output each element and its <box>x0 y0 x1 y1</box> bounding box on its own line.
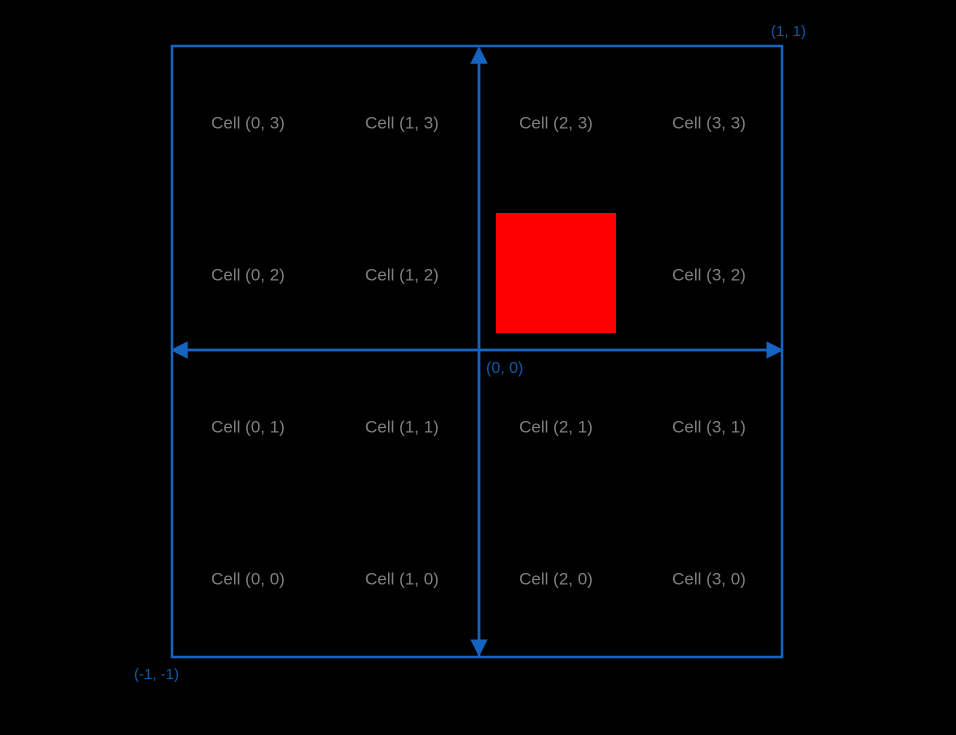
cell-label-2-3: Cell (2, 3) <box>519 113 593 132</box>
cell-label-0-0: Cell (0, 0) <box>211 569 285 588</box>
cell-label-1-1: Cell (1, 1) <box>365 417 439 436</box>
coord-label-top-right: (1, 1) <box>771 23 806 40</box>
cell-label-0-3: Cell (0, 3) <box>211 113 285 132</box>
cell-label-1-0: Cell (1, 0) <box>365 569 439 588</box>
cell-label-3-1: Cell (3, 1) <box>672 417 746 436</box>
red-square <box>496 213 616 333</box>
cell-label-0-1: Cell (0, 1) <box>211 417 285 436</box>
coord-label-origin: (0, 0) <box>486 360 523 377</box>
cell-label-0-2: Cell (0, 2) <box>211 265 285 284</box>
cell-label-3-2: Cell (3, 2) <box>672 265 746 284</box>
cell-label-3-0: Cell (3, 0) <box>672 569 746 588</box>
cell-label-1-3: Cell (1, 3) <box>365 113 439 132</box>
cell-label-1-2: Cell (1, 2) <box>365 265 439 284</box>
cell-label-2-1: Cell (2, 1) <box>519 417 593 436</box>
cell-label-2-0: Cell (2, 0) <box>519 569 593 588</box>
cell-label-3-3: Cell (3, 3) <box>672 113 746 132</box>
coord-label-bottom-left: (-1, -1) <box>134 666 179 683</box>
